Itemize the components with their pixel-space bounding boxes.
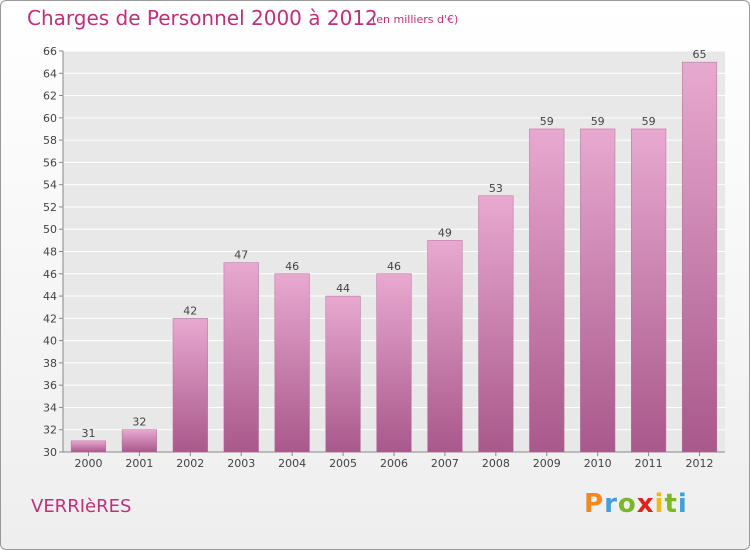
town-name: VERRIèRES [31,496,132,517]
logo-letter: t [664,489,678,519]
bar [478,195,514,453]
x-tick-label: 2009 [533,457,561,470]
y-tick-label: 64 [43,67,57,80]
y-tick-label: 56 [43,156,57,169]
bar [172,318,208,453]
y-tick-label: 36 [43,379,57,392]
y-tick-label: 66 [43,45,57,58]
data-label: 42 [183,304,197,317]
logo-letter: x [636,489,655,519]
data-label: 46 [285,260,299,273]
y-tick-label: 34 [43,401,57,414]
data-label: 59 [591,115,605,128]
bar [681,61,718,453]
bar [325,295,361,453]
data-label: 49 [438,226,452,239]
y-tick-label: 54 [43,179,57,192]
bar [631,128,667,453]
x-tick-label: 2011 [635,457,663,470]
x-tick-label: 2012 [686,457,714,470]
y-tick-label: 42 [43,312,57,325]
x-tick-label: 2007 [431,457,459,470]
bar [121,429,157,453]
y-tick-label: 52 [43,201,57,214]
x-tick-label: 2004 [278,457,306,470]
bar [274,273,310,453]
y-tick-label: 32 [43,424,57,437]
y-tick-label: 46 [43,268,57,281]
bar [376,273,412,453]
logo-letter: i [654,489,665,519]
y-tick-label: 38 [43,357,57,370]
data-label: 47 [234,249,248,262]
x-tick-label: 2005 [329,457,357,470]
x-tick-label: 2002 [176,457,204,470]
y-tick-label: 30 [43,446,57,459]
y-tick-label: 60 [43,112,57,125]
logo-letter: r [604,489,618,519]
y-tick-label: 58 [43,134,57,147]
chart-title: Charges de Personnel 2000 à 2012 [27,6,378,30]
y-tick-label: 50 [43,223,57,236]
proxiti-logo: Proxiti [584,489,688,519]
x-tick-label: 2010 [584,457,612,470]
data-label: 53 [489,182,503,195]
bar [223,262,259,453]
y-tick-label: 48 [43,246,57,259]
y-tick-label: 44 [43,290,57,303]
x-tick-label: 2001 [125,457,153,470]
x-tick-label: 2000 [74,457,102,470]
bar [70,440,107,453]
x-tick-label: 2008 [482,457,510,470]
data-label: 59 [642,115,656,128]
data-label: 44 [336,282,350,295]
logo-letter: i [677,489,688,519]
data-label: 65 [693,48,707,61]
data-label: 32 [132,416,146,429]
logo-letter: o [617,489,637,519]
x-tick-label: 2003 [227,457,255,470]
bar [529,128,565,453]
data-label: 46 [387,260,401,273]
chart-subtitle: (en milliers d'€) [372,13,459,26]
y-tick-label: 62 [43,90,57,103]
data-label: 59 [540,115,554,128]
bar [580,128,616,453]
logo-letter: P [584,489,605,519]
y-tick-label: 40 [43,335,57,348]
data-label: 31 [81,427,95,440]
x-tick-label: 2006 [380,457,408,470]
bar [427,240,463,453]
